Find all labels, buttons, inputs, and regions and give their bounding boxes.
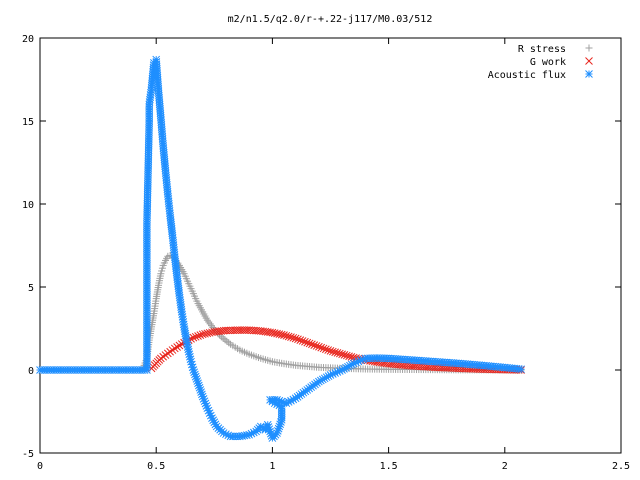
data-point	[289, 333, 298, 342]
data-point	[280, 331, 288, 339]
data-point	[208, 322, 216, 330]
data-point	[296, 336, 305, 344]
data-point	[175, 341, 184, 350]
data-point	[340, 351, 349, 359]
data-point	[301, 337, 309, 346]
data-point	[326, 347, 335, 355]
data-point	[321, 345, 330, 354]
data-point	[319, 344, 328, 353]
data-point	[345, 352, 353, 361]
data-point	[317, 343, 326, 352]
data-point	[324, 346, 333, 354]
data-point	[310, 341, 319, 349]
y-tick-label: -5	[22, 449, 34, 460]
data-point	[273, 329, 281, 338]
data-point	[294, 335, 302, 344]
data-point	[284, 332, 293, 341]
data-point	[342, 351, 351, 360]
legend-label: R stress	[518, 44, 566, 55]
x-tick-label: 1.5	[380, 461, 398, 472]
data-point	[208, 328, 216, 337]
legend-marker	[585, 70, 593, 78]
data-point	[219, 334, 227, 342]
x-tick-label: 2.5	[612, 461, 630, 472]
data-point	[221, 336, 229, 344]
data-point	[189, 333, 198, 342]
data-point	[291, 334, 300, 343]
data-point	[282, 331, 291, 340]
data-point	[196, 331, 205, 339]
y-tick-label: 5	[28, 283, 34, 294]
data-point	[517, 365, 525, 374]
data-point	[223, 337, 231, 345]
x-tick-label: 1	[269, 461, 275, 472]
plot-frame	[39, 37, 622, 454]
data-point	[287, 333, 295, 341]
legend: R stress G work Acoustic flux	[488, 44, 593, 81]
legend-marker	[585, 44, 593, 52]
y-tick-label: 20	[22, 34, 34, 45]
data-point	[205, 328, 214, 337]
data-point	[170, 344, 179, 353]
data-point	[194, 332, 202, 340]
y-tick-label: 0	[28, 366, 34, 377]
data-point	[338, 350, 346, 359]
data-point	[203, 329, 212, 338]
y-tick-label: 15	[22, 117, 34, 128]
data-point	[303, 338, 312, 347]
data-point	[201, 329, 209, 338]
data-point	[206, 320, 214, 328]
x-tick-label: 2	[502, 461, 508, 472]
chart-title: m2/n1.5/q2.0/r-+.22-j117/M0.03/512	[228, 14, 433, 25]
data-point	[268, 328, 277, 337]
data-point	[315, 342, 323, 351]
data-point	[205, 318, 213, 326]
data-point	[266, 328, 274, 337]
x-tick-label: 0	[37, 461, 43, 472]
data-point	[328, 347, 337, 356]
data-point	[305, 339, 314, 348]
data-point	[335, 349, 344, 358]
legend-label: Acoustic flux	[488, 70, 566, 81]
series-acoustic-flux	[36, 55, 525, 442]
series-r-stress	[36, 251, 525, 374]
data-point	[277, 330, 286, 339]
series-layer	[36, 55, 525, 442]
data-point	[298, 337, 307, 345]
y-tick-label: 10	[22, 200, 34, 211]
data-point	[191, 332, 200, 341]
x-tick-label: 0.5	[147, 461, 165, 472]
legend-label: G work	[530, 57, 566, 68]
data-point	[198, 330, 207, 339]
data-point	[270, 329, 279, 338]
data-point	[173, 343, 181, 351]
data-point	[347, 353, 356, 361]
data-point	[308, 340, 316, 349]
data-point	[312, 342, 321, 350]
data-point	[331, 348, 340, 357]
legend-marker	[585, 57, 593, 65]
data-point	[203, 316, 211, 324]
data-point	[275, 330, 284, 338]
data-point	[333, 349, 342, 357]
